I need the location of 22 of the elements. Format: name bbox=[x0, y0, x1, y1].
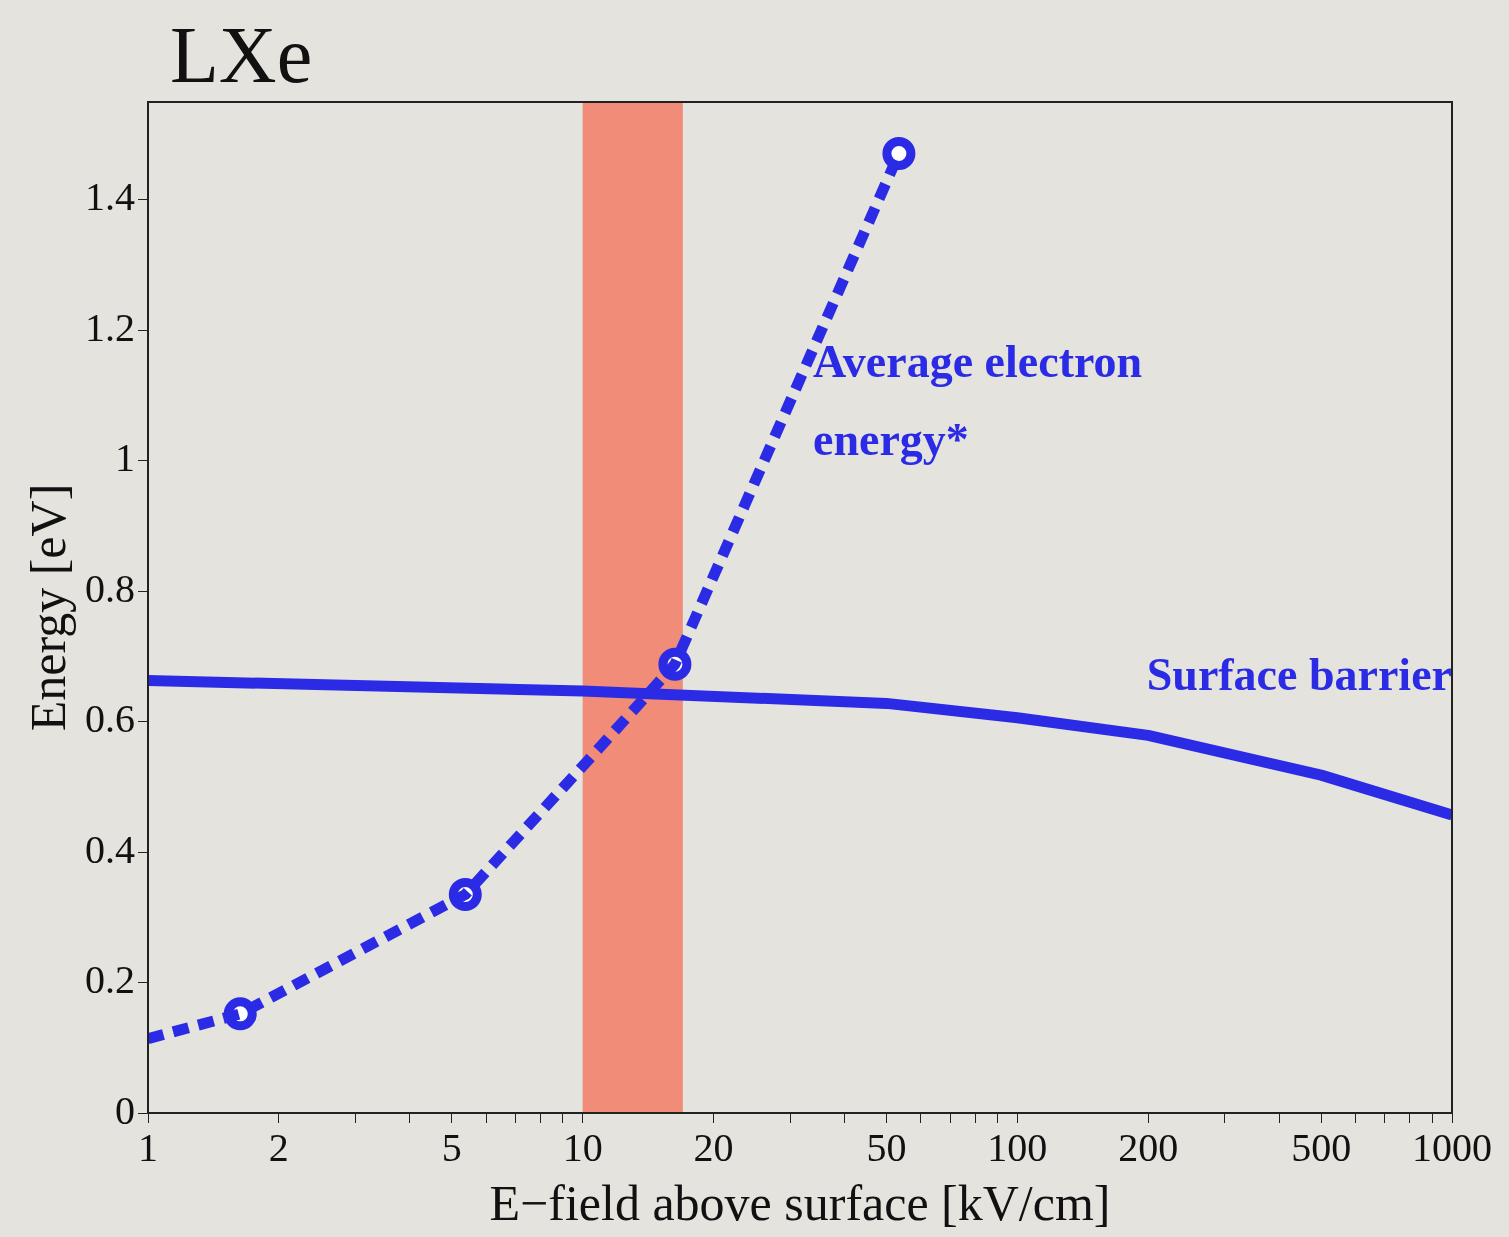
x-tick-label: 50 bbox=[866, 1124, 907, 1170]
series-label: Surface barrier bbox=[1146, 649, 1452, 701]
y-tick-label: 0.8 bbox=[85, 565, 135, 611]
y-tick-label: 0 bbox=[115, 1087, 135, 1133]
x-tick-label: 20 bbox=[693, 1124, 734, 1170]
x-tick-label: 500 bbox=[1291, 1124, 1352, 1170]
y-tick-label: 1.2 bbox=[85, 304, 135, 350]
y-tick-label: 0.6 bbox=[85, 696, 135, 742]
y-tick-label: 1 bbox=[115, 435, 135, 481]
x-tick-label: 5 bbox=[441, 1124, 462, 1170]
x-tick-label: 2 bbox=[268, 1124, 289, 1170]
x-tick-label: 10 bbox=[562, 1124, 603, 1170]
chart-title: LXe bbox=[170, 11, 313, 99]
series-label: Average electron energy* bbox=[813, 335, 1143, 465]
y-axis-title: Energy [eV] bbox=[20, 483, 77, 732]
x-axis-title: E−field above surface [kV/cm] bbox=[489, 1175, 1111, 1232]
x-tick-label: 1000 bbox=[1412, 1124, 1492, 1170]
y-tick-label: 0.2 bbox=[85, 957, 135, 1003]
y-tick-label: 0.4 bbox=[85, 826, 135, 872]
x-tick-label: 100 bbox=[987, 1124, 1048, 1170]
x-tick-label: 200 bbox=[1118, 1124, 1179, 1170]
y-tick-label: 1.4 bbox=[85, 174, 135, 220]
